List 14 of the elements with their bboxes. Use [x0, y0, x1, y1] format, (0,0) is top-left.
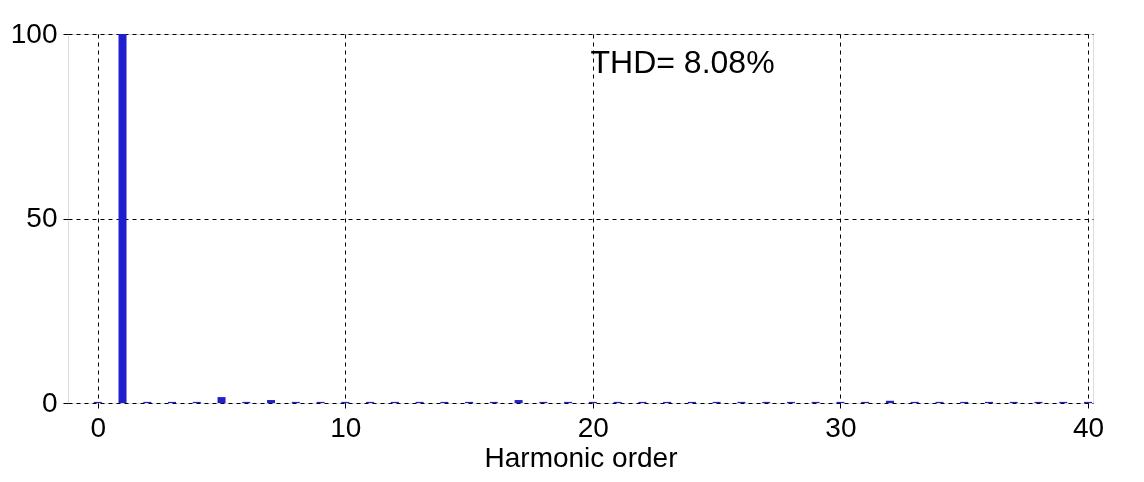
bar — [514, 400, 523, 403]
x-tick-label: 30 — [825, 411, 857, 443]
bar — [118, 34, 127, 403]
bar — [267, 400, 276, 403]
x-axis-title: Harmonic order — [484, 441, 678, 473]
y-tick-label: 50 — [26, 202, 58, 233]
bar — [217, 397, 226, 403]
x-tick-label: 40 — [1072, 411, 1105, 443]
x-tick-label: 20 — [577, 411, 609, 443]
x-tick-label: 10 — [330, 411, 362, 443]
x-tick-label: 0 — [90, 411, 107, 443]
y-tick-label: 0 — [41, 386, 58, 418]
y-tick-label: 100 — [10, 17, 58, 49]
annotation: THD= 8.08% — [590, 44, 775, 80]
